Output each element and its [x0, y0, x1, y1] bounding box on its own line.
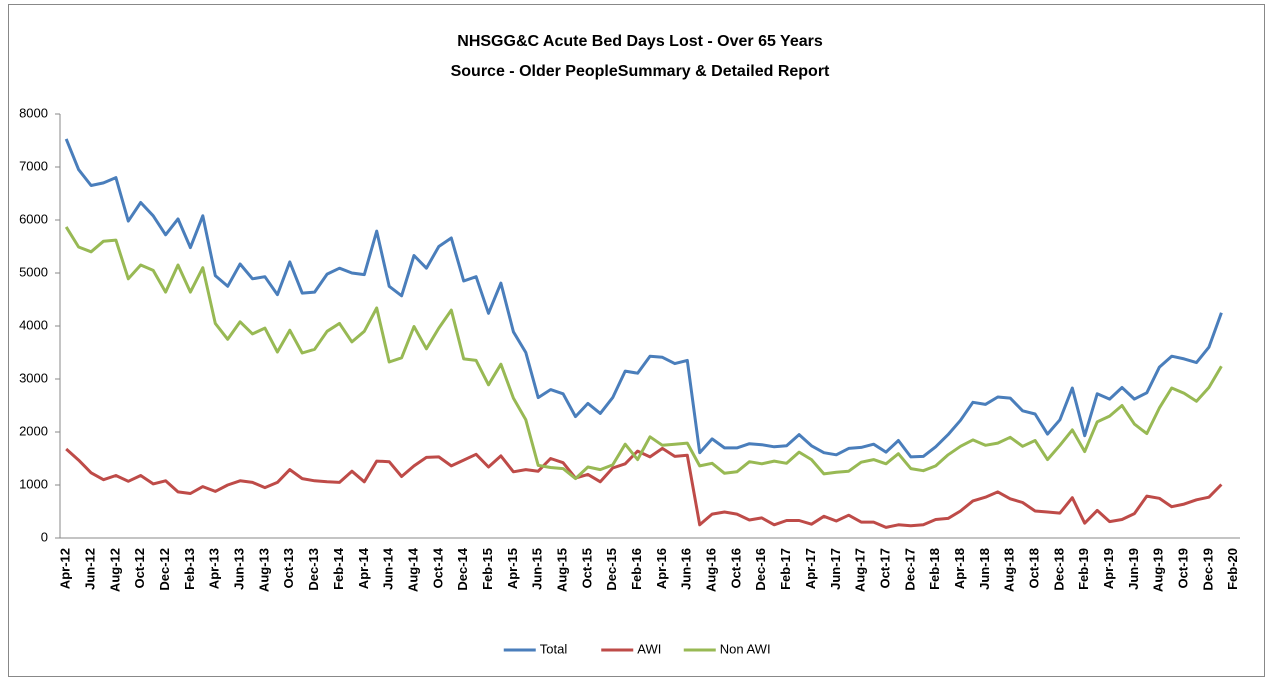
legend-label: Non AWI [720, 641, 771, 656]
x-tick-label: Apr-15 [505, 548, 520, 589]
x-tick-label: Dec-16 [753, 548, 768, 591]
x-tick-label: Apr-14 [356, 547, 371, 589]
x-tick-label: Dec-13 [306, 548, 321, 591]
x-tick-label: Dec-18 [1051, 548, 1066, 591]
x-tick-label: Aug-18 [1002, 548, 1017, 592]
x-tick-label: Feb-13 [182, 548, 197, 590]
x-tick-label: Jun-15 [530, 548, 545, 590]
x-tick-label: Aug-14 [405, 547, 420, 592]
x-tick-label: Feb-19 [1076, 548, 1091, 590]
chart-subtitle: Source - Older PeopleSummary & Detailed … [451, 63, 830, 80]
y-tick-label: 0 [41, 529, 48, 544]
x-tick-label: Jun-17 [828, 548, 843, 590]
y-tick-label: 7000 [19, 158, 48, 173]
legend-label: AWI [637, 641, 661, 656]
x-tick-label: Dec-12 [157, 548, 172, 591]
x-tick-label: Feb-18 [927, 548, 942, 590]
x-tick-label: Oct-12 [132, 548, 147, 588]
x-tick-label: Aug-15 [554, 548, 569, 592]
x-tick-label: Feb-20 [1225, 548, 1240, 590]
x-tick-label: Apr-19 [1101, 548, 1116, 589]
x-tick-label: Apr-16 [654, 548, 669, 589]
y-tick-label: 5000 [19, 264, 48, 279]
x-tick-label: Apr-18 [952, 548, 967, 589]
x-tick-label: Oct-17 [877, 548, 892, 588]
y-tick-label: 4000 [19, 317, 48, 332]
y-tick-label: 8000 [19, 105, 48, 120]
chart-title: NHSGG&C Acute Bed Days Lost - Over 65 Ye… [457, 33, 823, 50]
x-tick-label: Dec-15 [604, 548, 619, 591]
x-tick-label: Jun-14 [381, 547, 396, 590]
x-tick-label: Aug-13 [256, 548, 271, 592]
series-line [64, 138, 1223, 459]
x-tick-label: Dec-14 [455, 547, 470, 590]
x-tick-label: Oct-18 [1026, 548, 1041, 588]
y-tick-label: 3000 [19, 370, 48, 385]
x-tick-label: Apr-12 [58, 548, 73, 589]
x-tick-label: Feb-16 [629, 548, 644, 590]
x-tick-label: Apr-17 [803, 548, 818, 589]
x-tick-label: Oct-19 [1176, 548, 1191, 588]
x-tick-label: Jun-12 [82, 548, 97, 590]
x-tick-label: Dec-17 [902, 548, 917, 591]
x-tick-label: Feb-17 [778, 548, 793, 590]
x-tick-label: Oct-15 [579, 548, 594, 588]
x-tick-label: Jun-18 [977, 548, 992, 590]
legend-label: Total [540, 641, 568, 656]
x-tick-label: Oct-13 [281, 548, 296, 588]
x-tick-label: Oct-14 [430, 547, 445, 588]
x-tick-label: Jun-16 [679, 548, 694, 590]
x-tick-label: Apr-13 [207, 548, 222, 589]
x-tick-label: Aug-19 [1151, 548, 1166, 592]
x-tick-label: Aug-17 [853, 548, 868, 592]
series-line [64, 226, 1223, 481]
y-tick-label: 1000 [19, 476, 48, 491]
y-tick-label: 6000 [19, 211, 48, 226]
series-line [65, 446, 1223, 529]
x-tick-label: Oct-16 [728, 548, 743, 588]
x-tick-label: Jun-19 [1126, 548, 1141, 590]
x-tick-label: Dec-19 [1200, 548, 1215, 591]
x-tick-label: Aug-12 [107, 548, 122, 592]
x-tick-label: Feb-15 [480, 548, 495, 590]
x-tick-label: Feb-14 [331, 547, 346, 590]
x-tick-label: Jun-13 [232, 548, 247, 590]
y-tick-label: 2000 [19, 423, 48, 438]
x-tick-label: Aug-16 [704, 548, 719, 592]
